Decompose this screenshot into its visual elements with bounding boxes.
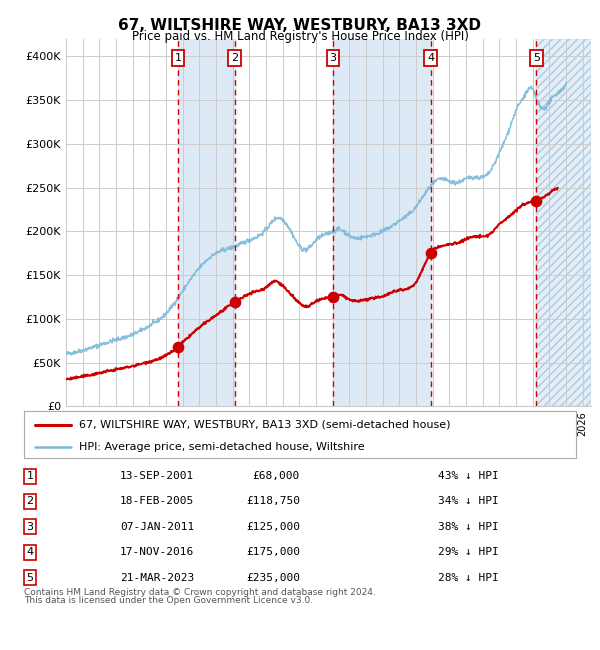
Point <box>328 292 338 302</box>
Point <box>173 342 182 352</box>
Text: £68,000: £68,000 <box>253 471 300 481</box>
Text: Price paid vs. HM Land Registry's House Price Index (HPI): Price paid vs. HM Land Registry's House … <box>131 30 469 43</box>
Text: 5: 5 <box>26 573 34 582</box>
Text: 67, WILTSHIRE WAY, WESTBURY, BA13 3XD (semi-detached house): 67, WILTSHIRE WAY, WESTBURY, BA13 3XD (s… <box>79 419 451 430</box>
Bar <box>536 39 591 406</box>
Text: £125,000: £125,000 <box>246 522 300 532</box>
Text: 4: 4 <box>26 547 34 557</box>
Text: 1: 1 <box>175 53 181 63</box>
Text: 28% ↓ HPI: 28% ↓ HPI <box>438 573 499 582</box>
Text: Contains HM Land Registry data © Crown copyright and database right 2024.: Contains HM Land Registry data © Crown c… <box>24 588 376 597</box>
Text: 2: 2 <box>231 53 238 63</box>
Text: 4: 4 <box>427 53 434 63</box>
Text: 38% ↓ HPI: 38% ↓ HPI <box>438 522 499 532</box>
Text: 67, WILTSHIRE WAY, WESTBURY, BA13 3XD: 67, WILTSHIRE WAY, WESTBURY, BA13 3XD <box>119 18 482 33</box>
Text: 29% ↓ HPI: 29% ↓ HPI <box>438 547 499 557</box>
Text: 34% ↓ HPI: 34% ↓ HPI <box>438 497 499 506</box>
Bar <box>178 39 235 406</box>
Text: £118,750: £118,750 <box>246 497 300 506</box>
Text: 3: 3 <box>329 53 337 63</box>
Bar <box>333 39 431 406</box>
Text: 3: 3 <box>26 522 34 532</box>
Text: 13-SEP-2001: 13-SEP-2001 <box>120 471 194 481</box>
Point <box>230 297 239 307</box>
Text: 18-FEB-2005: 18-FEB-2005 <box>120 497 194 506</box>
Text: 21-MAR-2023: 21-MAR-2023 <box>120 573 194 582</box>
Text: £235,000: £235,000 <box>246 573 300 582</box>
Text: £175,000: £175,000 <box>246 547 300 557</box>
Text: 5: 5 <box>533 53 540 63</box>
Text: 1: 1 <box>26 471 34 481</box>
Point <box>532 196 541 206</box>
Text: This data is licensed under the Open Government Licence v3.0.: This data is licensed under the Open Gov… <box>24 596 313 605</box>
Text: 2: 2 <box>26 497 34 506</box>
Text: 17-NOV-2016: 17-NOV-2016 <box>120 547 194 557</box>
Text: 07-JAN-2011: 07-JAN-2011 <box>120 522 194 532</box>
Text: HPI: Average price, semi-detached house, Wiltshire: HPI: Average price, semi-detached house,… <box>79 441 365 452</box>
Point <box>426 248 436 259</box>
Text: 43% ↓ HPI: 43% ↓ HPI <box>438 471 499 481</box>
